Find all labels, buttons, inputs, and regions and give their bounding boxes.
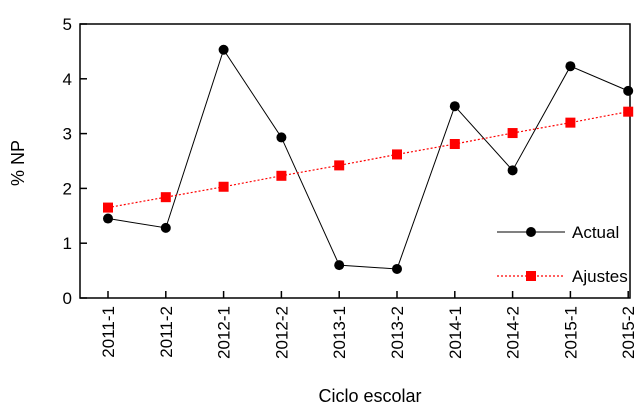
data-point bbox=[334, 160, 345, 171]
data-point bbox=[103, 202, 113, 213]
data-point bbox=[449, 101, 460, 112]
x-tick-label: 2011-2 bbox=[157, 306, 176, 358]
data-point bbox=[160, 222, 171, 233]
legend-marker bbox=[526, 271, 536, 281]
data-point bbox=[507, 128, 518, 139]
y-tick-label: 2 bbox=[63, 179, 72, 198]
y-tick-label: 4 bbox=[63, 70, 72, 89]
data-point bbox=[507, 165, 518, 176]
x-axis-label: Ciclo escolar bbox=[318, 386, 421, 406]
legend-item-ajustes: Ajustes bbox=[497, 267, 628, 286]
y-tick-label: 5 bbox=[63, 15, 72, 34]
x-tick-label: 2015-1 bbox=[561, 306, 580, 359]
legend-label: Actual bbox=[572, 223, 619, 242]
data-point bbox=[565, 61, 576, 72]
data-point bbox=[218, 44, 229, 55]
y-axis-label: % NP bbox=[8, 140, 28, 186]
data-point bbox=[392, 149, 402, 160]
legend-item-actual: Actual bbox=[497, 223, 619, 242]
y-tick-label: 1 bbox=[63, 234, 72, 253]
data-point bbox=[623, 85, 634, 96]
data-point bbox=[160, 192, 171, 203]
x-tick-label: 2011-1 bbox=[99, 306, 118, 358]
x-tick-label: 2012-1 bbox=[215, 306, 234, 359]
legend-label: Ajustes bbox=[572, 267, 628, 286]
x-tick-label: 2014-2 bbox=[504, 306, 523, 359]
data-point bbox=[623, 106, 634, 117]
axes: 0 1 2 3 4 5 2011-1 2011-2 2012-1 2012-2 2013-1 2013… bbox=[63, 15, 639, 359]
series-ajustes bbox=[103, 106, 634, 213]
data-point bbox=[276, 132, 287, 143]
y-tick-label: 3 bbox=[63, 125, 72, 144]
series-line bbox=[107, 48, 629, 270]
x-tick-label: 2013-2 bbox=[388, 306, 407, 359]
series-layer bbox=[103, 44, 634, 274]
data-point bbox=[218, 181, 229, 192]
plot-frame bbox=[79, 23, 631, 299]
x-tick-label: 2013-1 bbox=[330, 306, 349, 359]
data-point bbox=[334, 260, 345, 271]
x-tick-label: 2015-2 bbox=[619, 306, 638, 359]
legend: Actual Ajustes bbox=[497, 223, 628, 286]
y-tick-label: 0 bbox=[63, 289, 72, 308]
x-tick-label: 2014-1 bbox=[446, 306, 465, 359]
data-point bbox=[565, 117, 576, 128]
series-line bbox=[107, 111, 629, 209]
data-point bbox=[103, 213, 113, 224]
series-actual bbox=[103, 44, 634, 274]
data-point bbox=[449, 139, 460, 150]
data-point bbox=[276, 170, 287, 181]
legend-marker bbox=[526, 227, 536, 237]
data-point bbox=[392, 263, 402, 274]
x-tick-label: 2012-2 bbox=[272, 306, 291, 359]
